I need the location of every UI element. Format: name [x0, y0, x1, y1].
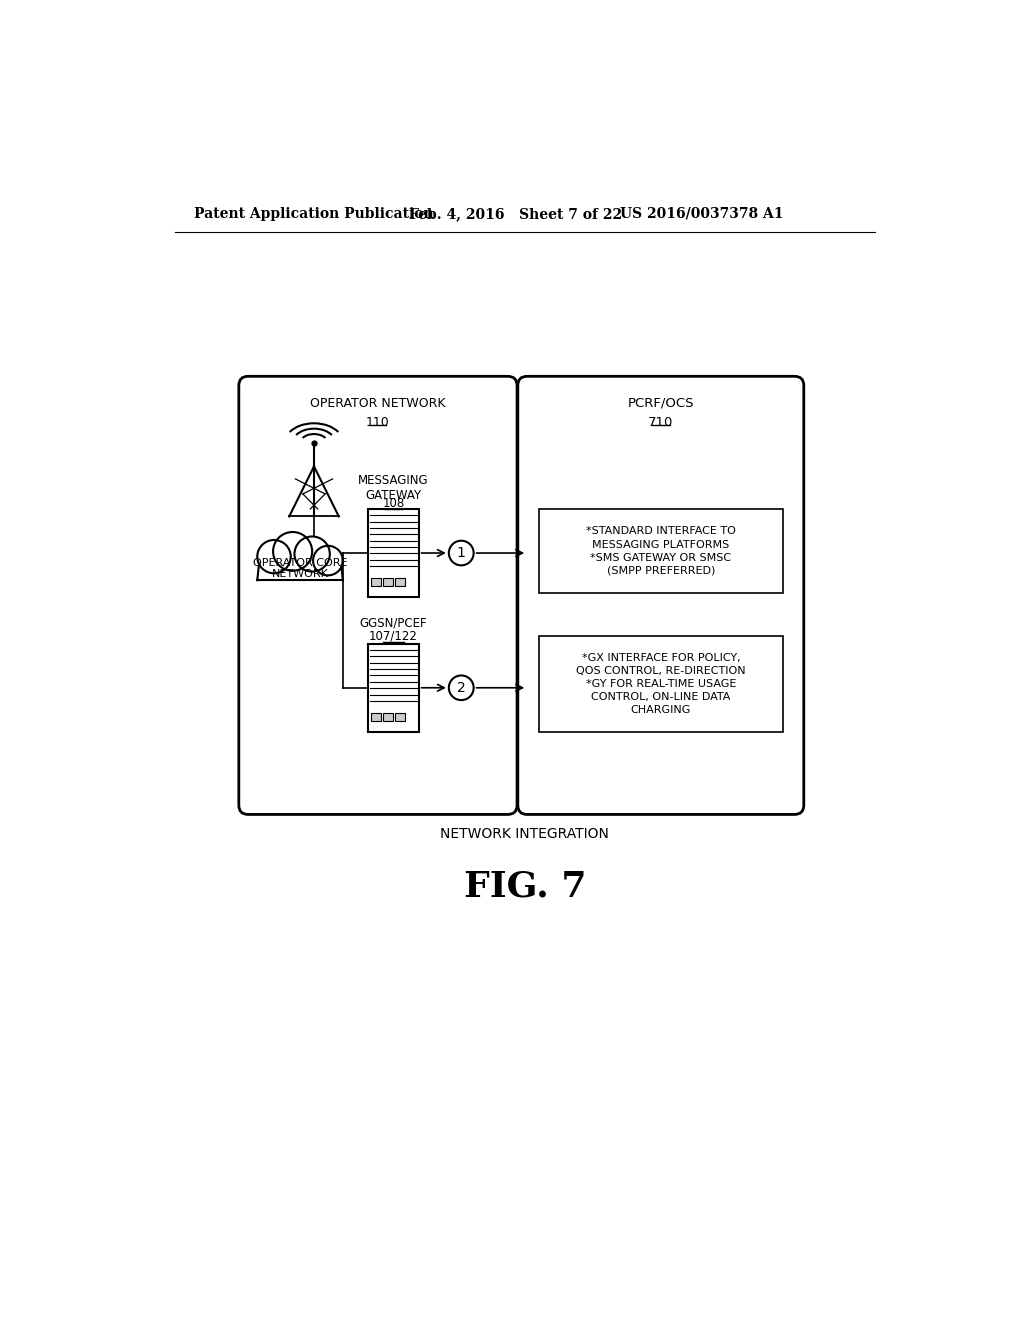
Text: Patent Application Publication: Patent Application Publication — [194, 207, 433, 220]
Circle shape — [449, 541, 474, 565]
Text: 2: 2 — [457, 681, 466, 694]
Bar — [539, 636, 783, 733]
Circle shape — [295, 536, 330, 572]
Text: PCRF/OCS: PCRF/OCS — [628, 397, 694, 409]
Text: GGSN/PCEF: GGSN/PCEF — [359, 616, 427, 630]
Text: OPERATOR CORE
NETWORK: OPERATOR CORE NETWORK — [253, 557, 347, 579]
Text: US 2016/0037378 A1: US 2016/0037378 A1 — [621, 207, 783, 220]
Bar — [369, 644, 419, 733]
Bar — [383, 713, 393, 721]
Text: 108: 108 — [382, 496, 404, 510]
Text: 710: 710 — [648, 416, 674, 429]
Text: *GX INTERFACE FOR POLICY,
QOS CONTROL, RE-DIRECTION
*GY FOR REAL-TIME USAGE
CONT: *GX INTERFACE FOR POLICY, QOS CONTROL, R… — [575, 652, 745, 715]
Text: Feb. 4, 2016   Sheet 7 of 22: Feb. 4, 2016 Sheet 7 of 22 — [410, 207, 623, 220]
Text: NETWORK INTEGRATION: NETWORK INTEGRATION — [440, 828, 609, 841]
Circle shape — [257, 540, 291, 573]
Bar — [371, 578, 381, 586]
Text: FIG. 7: FIG. 7 — [464, 869, 586, 903]
Circle shape — [273, 532, 312, 570]
FancyBboxPatch shape — [239, 376, 517, 814]
Circle shape — [449, 676, 474, 700]
Bar — [395, 713, 406, 721]
Text: OPERATOR NETWORK: OPERATOR NETWORK — [310, 397, 445, 409]
Bar — [369, 508, 419, 598]
Text: 1: 1 — [457, 546, 466, 560]
FancyBboxPatch shape — [518, 376, 804, 814]
Text: 110: 110 — [366, 416, 390, 429]
Bar — [539, 508, 783, 594]
Circle shape — [313, 545, 343, 576]
Bar — [383, 578, 393, 586]
Text: 107/122: 107/122 — [369, 630, 418, 643]
Text: *STANDARD INTERFACE TO
MESSAGING PLATFORMS
*SMS GATEWAY OR SMSC
(SMPP PREFERRED): *STANDARD INTERFACE TO MESSAGING PLATFOR… — [586, 527, 736, 576]
Text: MESSAGING
GATEWAY: MESSAGING GATEWAY — [358, 474, 429, 502]
Bar — [371, 713, 381, 721]
Bar — [395, 578, 406, 586]
